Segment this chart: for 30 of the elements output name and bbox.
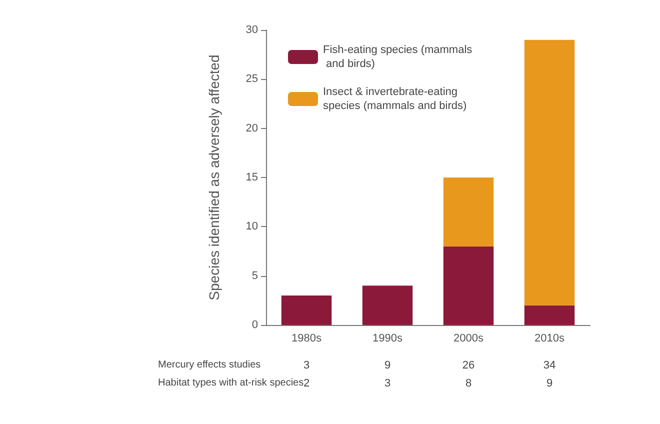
y-tick-label: 10 bbox=[246, 220, 258, 233]
y-tick-label: 0 bbox=[252, 319, 258, 331]
bar bbox=[524, 305, 575, 325]
x-tick-label: 1980s bbox=[292, 332, 322, 344]
y-tick-label: 25 bbox=[246, 73, 258, 86]
text: 2 bbox=[303, 378, 310, 390]
text: 3 bbox=[303, 360, 310, 372]
legend-label: Fish-eating species (mammals and birds) bbox=[323, 44, 473, 70]
y-axis-title: Species identified as adversely affected bbox=[206, 54, 222, 300]
y-tick-label: 15 bbox=[246, 172, 258, 184]
bar bbox=[281, 296, 332, 325]
y-tick-label: 20 bbox=[246, 122, 258, 134]
text: 26 bbox=[462, 360, 475, 372]
text: 3 bbox=[384, 378, 391, 390]
y-tick-label: 30 bbox=[246, 24, 258, 36]
y-tick-label: 5 bbox=[252, 270, 258, 282]
x-tick-label: 2010s bbox=[534, 332, 565, 344]
text: 8 bbox=[465, 378, 472, 390]
x-tick-label: 2000s bbox=[454, 332, 484, 344]
bar bbox=[362, 286, 413, 325]
bar bbox=[443, 246, 494, 325]
text: 9 bbox=[546, 378, 553, 390]
text: 34 bbox=[543, 360, 556, 372]
bar bbox=[524, 40, 575, 306]
text: Habitat types with at-risk species bbox=[158, 378, 304, 388]
text: 9 bbox=[384, 360, 391, 372]
bar bbox=[443, 178, 494, 246]
legend-label: Insect & invertebrate-eating species (mammals and birds) bbox=[323, 86, 467, 112]
text: Mercury effects studies bbox=[158, 360, 261, 370]
x-tick-label: 1990s bbox=[372, 332, 403, 344]
